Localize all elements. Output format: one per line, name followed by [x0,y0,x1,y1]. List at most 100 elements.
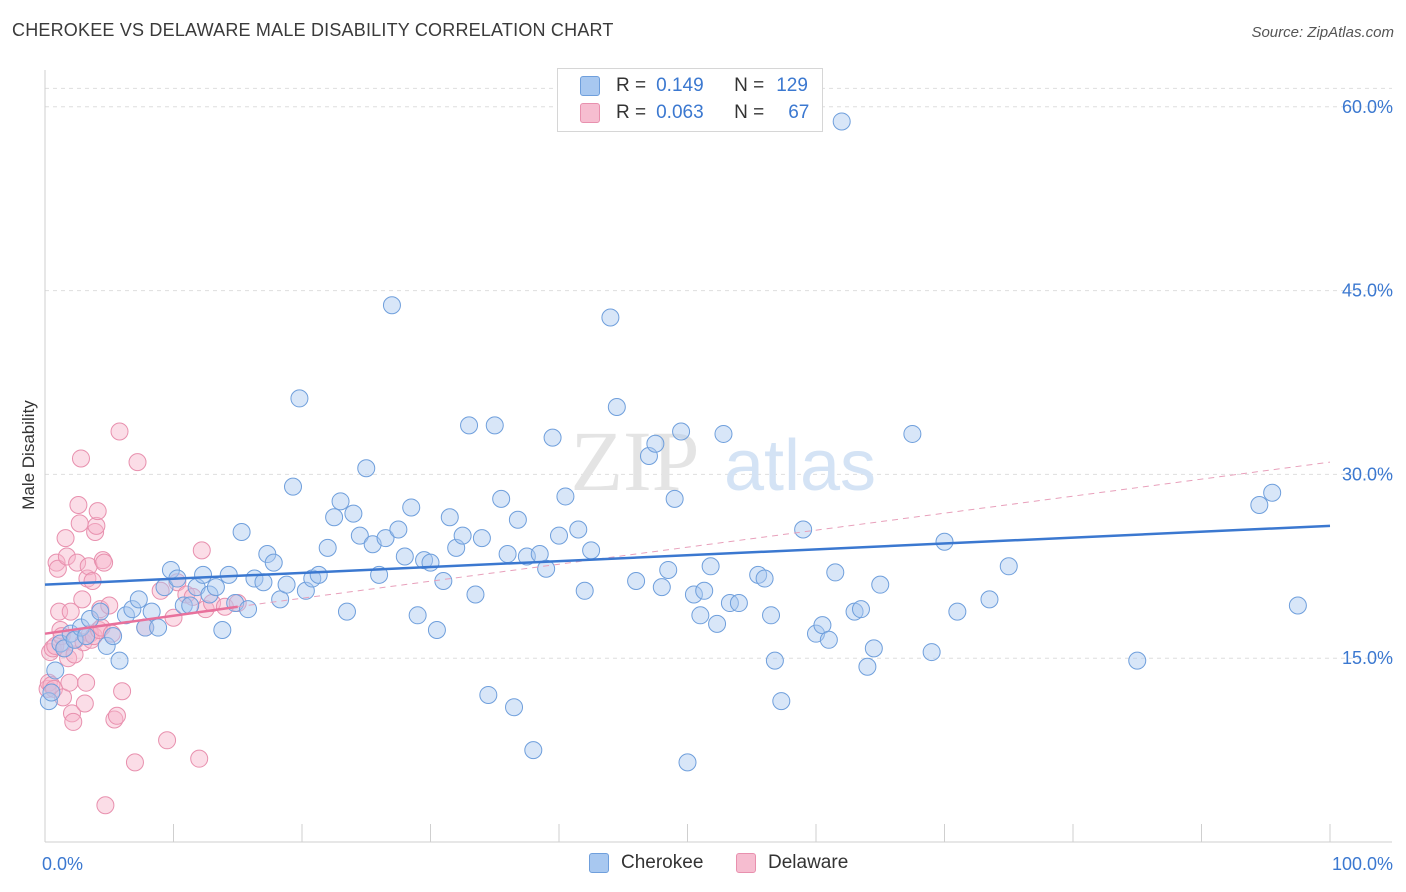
cherokee-point [200,585,219,604]
cherokee-point [543,428,562,447]
cherokee-point [765,651,784,670]
cherokee-point [97,636,116,655]
x-tick-label: 100.0% [1332,854,1393,874]
delaware-trend-extended [237,461,1331,608]
cherokee-point [999,557,1018,576]
legend-r-value: 0.063 [656,102,704,123]
cherokee-point [408,606,427,625]
cherokee-point [206,578,225,597]
cherokee-point [350,526,369,545]
delaware-point [128,453,147,472]
cherokee-points [39,112,1307,772]
cherokee-point [376,529,395,548]
source-label: Source: ZipAtlas.com [1251,24,1394,41]
series-swatch-cherokee [589,853,609,873]
delaware-point [100,596,119,615]
cherokee-point [123,600,142,619]
cherokee-point [652,578,671,597]
cherokee-point [344,504,363,523]
cherokee-point [903,424,922,443]
cherokee-point [672,422,691,441]
delaware-point [68,553,87,572]
cherokee-point [110,651,129,670]
legend-r-value: 0.149 [656,75,704,96]
cherokee-point [149,618,168,637]
delaware-point [96,796,115,815]
cherokee-point [627,571,646,590]
legend-row-cherokee: R = 0.149 N = 129 [580,73,808,99]
stats-legend: R = 0.149 N = 129 R = 0.063 N = 67 [557,68,823,132]
cherokee-point [389,520,408,539]
watermark-atlas: atlas [724,426,876,506]
delaware-point [190,749,209,768]
cherokee-point [607,397,626,416]
cherokee-point [254,573,273,592]
cherokee-point [569,520,588,539]
delaware-point [87,516,106,535]
cherokee-point [440,508,459,527]
cherokee-point [277,575,296,594]
cherokee-point [421,553,440,572]
cherokee-point [91,602,110,621]
delaware-point [48,559,67,578]
cherokee-point [142,602,161,621]
chart-title: CHEROKEE VS DELAWARE MALE DISABILITY COR… [12,20,614,40]
cherokee-point [1288,596,1307,615]
cherokee-point [232,522,251,541]
series-label-cherokee: Cherokee [621,852,704,873]
delaware-point [57,547,76,566]
cherokee-point [194,565,213,584]
series-legend-cherokee[interactable]: Cherokee [589,852,703,874]
cherokee-point [1263,483,1282,502]
legend-n-value: 67 [788,102,810,123]
delaware-point [60,673,79,692]
legend-r-label: R = [616,102,647,123]
delaware-point [113,682,132,701]
series-legend-delaware[interactable]: Delaware [736,852,848,874]
cherokee-point [129,590,148,609]
delaware-point [95,553,114,572]
cherokee-point [832,112,851,131]
delaware-point [69,496,88,515]
delaware-point [158,731,177,750]
cherokee-point [318,538,337,557]
cherokee-point [922,643,941,662]
watermark-zip: ZIP [571,413,700,509]
cherokee-point [794,520,813,539]
cherokee-point [290,389,309,408]
x-tick-label: 0.0% [42,854,83,874]
legend-n-label: N = [734,102,765,123]
cherokee-point [434,571,453,590]
cherokee-point [309,565,328,584]
cherokee-point [104,627,123,646]
delaware-point [88,502,107,521]
cherokee-point [357,459,376,478]
cherokee-point [505,698,524,717]
delaware-point [77,673,96,692]
cherokee-point [691,606,710,625]
cherokee-point [858,657,877,676]
y-tick-label: 15.0% [1342,648,1393,668]
cherokee-point [537,559,556,578]
cherokee-point [659,560,678,579]
cherokee-point [935,532,954,551]
watermark: ZIP atlas [571,413,877,509]
delaware-point [110,422,129,441]
cherokee-point [453,526,472,545]
series-swatch-delaware [736,853,756,873]
cherokee-point [851,600,870,619]
cherokee-point [826,563,845,582]
cherokee-point [466,585,485,604]
legend-n-value: 129 [776,75,808,96]
cherokee-point [460,416,479,435]
delaware-point [125,753,144,772]
delaware-trend-line [44,605,238,635]
trend-lines [44,461,1331,635]
cherokee-point [601,308,620,327]
series-legend: Cherokee Delaware [0,852,1406,878]
delaware-point [75,694,94,713]
cherokee-point [331,492,350,511]
y-tick-label: 45.0% [1342,281,1393,301]
cherokee-point [492,489,511,508]
legend-swatch-delaware [580,103,600,123]
